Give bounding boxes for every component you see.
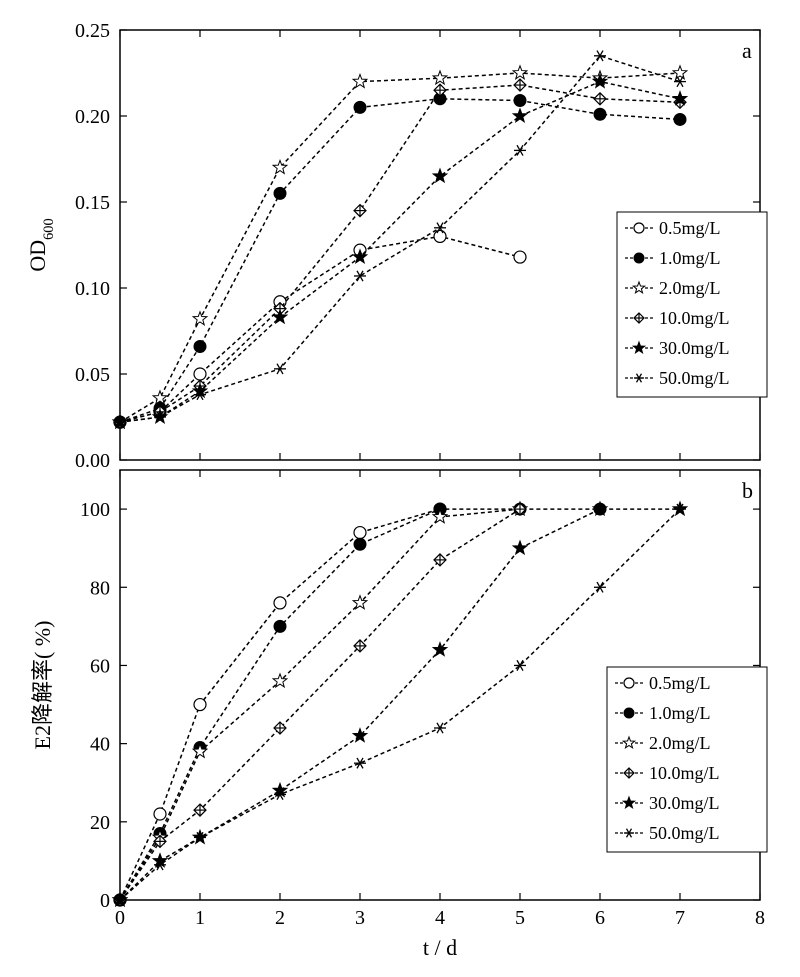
xtick-label: 7 bbox=[675, 907, 685, 929]
xtick-label: 1 bbox=[195, 907, 205, 929]
legend-label: 30.0mg/L bbox=[659, 338, 730, 358]
legend-label: 1.0mg/L bbox=[649, 703, 711, 723]
legend-label: 10.0mg/L bbox=[649, 763, 720, 783]
legend-label: 0.5mg/L bbox=[649, 673, 711, 693]
legend-label: 50.0mg/L bbox=[649, 823, 720, 843]
ylabel-a: OD600 bbox=[25, 218, 57, 271]
xtick-label: 8 bbox=[755, 907, 765, 929]
legend-label: 2.0mg/L bbox=[649, 733, 711, 753]
xlabel: t / d bbox=[423, 935, 457, 960]
ytick-label: 0 bbox=[100, 890, 110, 912]
xtick-label: 6 bbox=[595, 907, 605, 929]
chart-container: 0.00 0.05 0.10 0.15 0.20 0.25 a 0.5mg/L 1.0mg/L 2… bbox=[0, 0, 800, 977]
ytick-label: 0.20 bbox=[75, 106, 110, 128]
ytick-label: 0.25 bbox=[75, 20, 110, 42]
ytick-label: 60 bbox=[90, 655, 110, 677]
xtick-label: 0 bbox=[115, 907, 125, 929]
chart-svg: 0.00 0.05 0.10 0.15 0.20 0.25 a 0.5mg/L 1.0mg/L 2… bbox=[0, 0, 800, 977]
ylabel-b: E2降解率( %) bbox=[30, 621, 55, 750]
ytick-label: 40 bbox=[90, 734, 110, 756]
legend-label: 1.0mg/L bbox=[659, 248, 721, 268]
ytick-label: 0.00 bbox=[75, 450, 110, 472]
ytick-label: 0.05 bbox=[75, 364, 110, 386]
legend-label: 0.5mg/L bbox=[659, 218, 721, 238]
xtick-label: 2 bbox=[275, 907, 285, 929]
legend-label: 30.0mg/L bbox=[649, 793, 720, 813]
ytick-label: 100 bbox=[80, 499, 110, 521]
legend-label: 50.0mg/L bbox=[659, 368, 730, 388]
series-line-s05 bbox=[120, 236, 520, 422]
ytick-label: 20 bbox=[90, 812, 110, 834]
ytick-label: 0.10 bbox=[75, 278, 110, 300]
xtick-label: 5 bbox=[515, 907, 525, 929]
legend-label: 2.0mg/L bbox=[659, 278, 721, 298]
legend-label: 10.0mg/L bbox=[659, 308, 730, 328]
panel-b: 012345678020406080100b0.5mg/L1.0mg/L2.0m… bbox=[80, 470, 767, 929]
ytick-label: 80 bbox=[90, 577, 110, 599]
xtick-label: 3 bbox=[355, 907, 365, 929]
panel-label: a bbox=[742, 38, 752, 63]
xtick-label: 4 bbox=[435, 907, 445, 929]
panel-a: 0.00 0.05 0.10 0.15 0.20 0.25 a 0.5mg/L 1.0mg/L 2… bbox=[75, 20, 767, 472]
ytick-label: 0.15 bbox=[75, 192, 110, 214]
panel-label: b bbox=[742, 478, 753, 503]
